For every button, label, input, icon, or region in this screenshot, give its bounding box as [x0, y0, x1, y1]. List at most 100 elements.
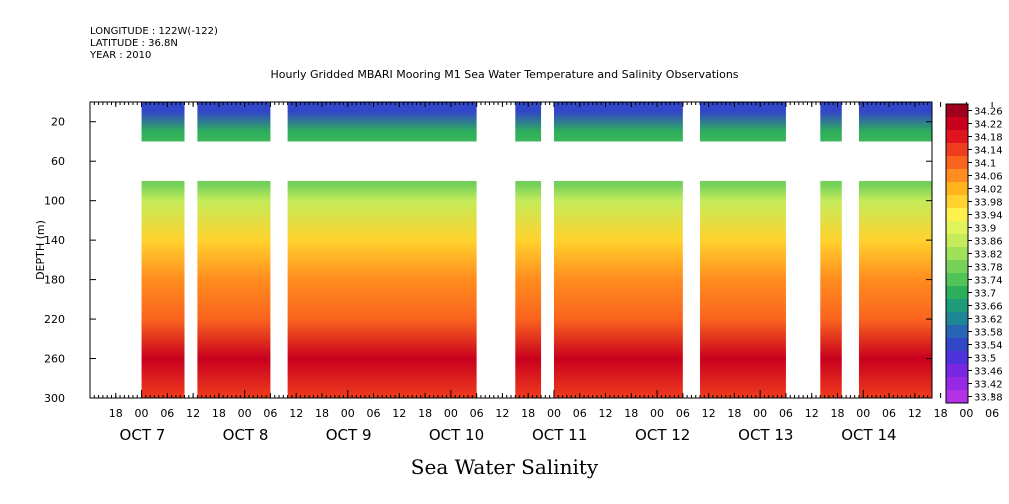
missing-data-gap — [841, 102, 859, 398]
x-tick-label: 06 — [779, 407, 793, 420]
y-tick-label: 100 — [44, 195, 65, 208]
colorbar-swatch — [946, 299, 968, 312]
colorbar-swatch — [946, 195, 968, 208]
colorbar: 34.26 34.22 34.18 34.14 34.1 34.06 34.02 33.98 3… — [945, 103, 1003, 404]
colorbar-swatch — [946, 156, 968, 169]
x-day-label: OCT 12 — [635, 426, 690, 444]
colorbar-swatch — [946, 208, 968, 221]
colorbar-label: 34.1 — [974, 159, 996, 170]
x-tick-label: 18 — [830, 407, 844, 420]
missing-data-gap — [785, 102, 821, 398]
colorbar-label: 33.94 — [974, 211, 1003, 222]
x-tick-label: 12 — [392, 407, 406, 420]
x-tick-label: 00 — [856, 407, 870, 420]
colorbar-label: 33.86 — [974, 237, 1003, 248]
x-tick-label: 00 — [135, 407, 149, 420]
y-axis-label: DEPTH (m) — [34, 220, 47, 280]
year-label: YEAR : 2010 — [90, 50, 152, 61]
colorbar-swatch — [946, 130, 968, 143]
x-tick-label: 06 — [263, 407, 277, 420]
colorbar-swatch — [946, 221, 968, 234]
x-tick-label: 06 — [985, 407, 999, 420]
x-tick-label: 18 — [109, 407, 123, 420]
colorbar-label: 33.58 — [974, 328, 1003, 339]
colorbar-label: 34.26 — [974, 107, 1003, 118]
colorbar-label: 34.14 — [974, 146, 1003, 157]
y-tick-label: 220 — [44, 313, 65, 326]
colorbar-label: 33.54 — [974, 341, 1003, 352]
plot-area — [89, 101, 933, 399]
colorbar-swatch — [946, 364, 968, 377]
colorbar-label: 33.98 — [974, 198, 1003, 209]
x-tick-label: 06 — [573, 407, 587, 420]
x-tick-label: 18 — [418, 407, 432, 420]
colorbar-label: 34.22 — [974, 120, 1003, 131]
colorbar-label: 33.66 — [974, 302, 1003, 313]
colorbar-swatch — [946, 351, 968, 364]
x-tick-label: 12 — [805, 407, 819, 420]
x-tick-label: 00 — [650, 407, 664, 420]
longitude-label: LONGITUDE : 122W(-122) — [90, 26, 218, 37]
x-tick-label: 00 — [547, 407, 561, 420]
x-day-label: OCT 9 — [326, 426, 372, 444]
x-day-label: OCT 11 — [532, 426, 587, 444]
x-tick-label: 12 — [599, 407, 613, 420]
colorbar-label: 33.78 — [974, 263, 1003, 274]
x-tick-label: 12 — [186, 407, 200, 420]
colorbar-swatch — [946, 377, 968, 390]
x-tick-label: 00 — [238, 407, 252, 420]
colorbar-swatch — [946, 104, 968, 117]
x-tick-label: 06 — [882, 407, 896, 420]
x-tick-label: 18 — [934, 407, 948, 420]
missing-data-gap — [476, 102, 516, 398]
colorbar-swatch — [946, 273, 968, 286]
x-tick-label: 12 — [289, 407, 303, 420]
y-tick-label: 180 — [44, 274, 65, 287]
x-day-label: OCT 8 — [223, 426, 269, 444]
x-tick-label: 18 — [212, 407, 226, 420]
colorbar-label: 33.7 — [974, 289, 996, 300]
y-tick-label: 140 — [44, 234, 65, 247]
missing-data-gap — [682, 102, 701, 398]
colorbar-swatch — [946, 247, 968, 260]
x-tick-label: 06 — [676, 407, 690, 420]
colorbar-swatch — [946, 234, 968, 247]
colorbar-swatch — [946, 260, 968, 273]
x-tick-label: 06 — [160, 407, 174, 420]
x-tick-label: 00 — [341, 407, 355, 420]
x-tick-label: 00 — [959, 407, 973, 420]
colorbar-swatch — [946, 143, 968, 156]
x-tick-label: 00 — [444, 407, 458, 420]
y-tick-label: 60 — [51, 155, 65, 168]
colorbar-label: 34.18 — [974, 133, 1003, 144]
x-day-label: OCT 10 — [429, 426, 484, 444]
x-tick-label: 18 — [624, 407, 638, 420]
colorbar-swatch — [946, 286, 968, 299]
x-tick-label: 00 — [753, 407, 767, 420]
colorbar-label: 33.5 — [974, 354, 996, 365]
x-day-label: OCT 14 — [841, 426, 896, 444]
x-day-label: OCT 7 — [120, 426, 166, 444]
colorbar-label: 33.46 — [974, 367, 1003, 378]
colorbar-label: 34.02 — [974, 185, 1003, 196]
colorbar-swatch — [946, 325, 968, 338]
colorbar-swatch — [946, 390, 968, 403]
colorbar-label: 33.9 — [974, 224, 996, 235]
colorbar-label: 33.38 — [974, 393, 1003, 404]
x-tick-label: 18 — [315, 407, 329, 420]
colorbar-label: 34.06 — [974, 172, 1003, 183]
chart-title: Hourly Gridded MBARI Mooring M1 Sea Wate… — [270, 68, 739, 81]
colorbar-label: 33.62 — [974, 315, 1003, 326]
colorbar-swatch — [946, 117, 968, 130]
y-axis: 20 60 100 140 180 220 260 300 DEPTH (m) — [34, 116, 932, 405]
x-day-label: OCT 13 — [738, 426, 793, 444]
missing-data-gap — [270, 102, 288, 398]
x-axis: 18 00 06 12 18 00 06 12 18 00 06 12 18 00 06 12 18 00 06 12… — [89, 102, 999, 444]
x-tick-label: 12 — [495, 407, 509, 420]
colorbar-swatch — [946, 169, 968, 182]
missing-data-gap — [90, 102, 142, 398]
x-tick-label: 12 — [908, 407, 922, 420]
missing-data-gap — [184, 102, 198, 398]
x-tick-label: 18 — [727, 407, 741, 420]
